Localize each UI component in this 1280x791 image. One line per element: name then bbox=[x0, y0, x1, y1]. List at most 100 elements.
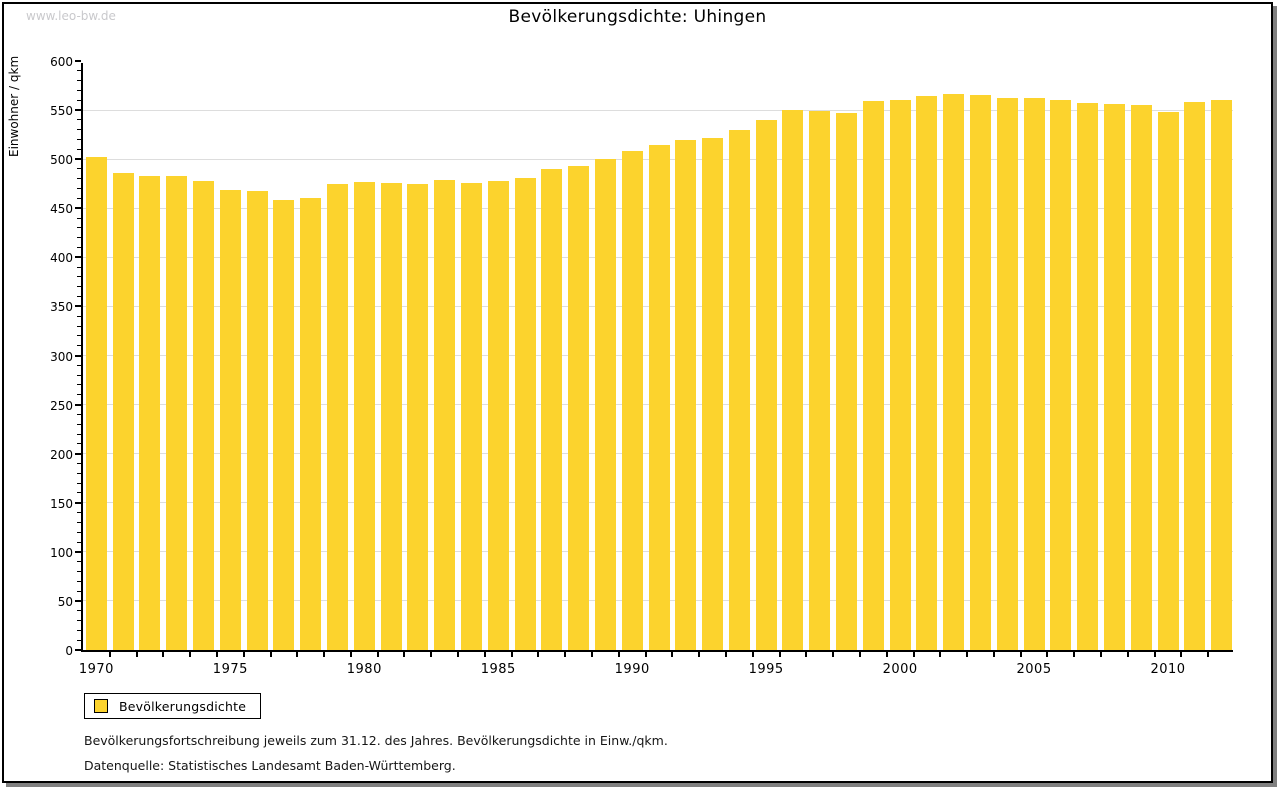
y-axis-minor-tick bbox=[77, 570, 81, 572]
bar bbox=[568, 166, 590, 650]
x-axis-tick bbox=[189, 652, 192, 657]
x-axis-tick-label: 1995 bbox=[748, 662, 784, 677]
y-axis-major-tick bbox=[75, 599, 81, 602]
bar bbox=[219, 189, 241, 650]
y-axis-minor-tick bbox=[77, 325, 81, 327]
bar bbox=[514, 177, 536, 650]
x-axis-tick bbox=[135, 652, 138, 657]
y-axis-minor-tick bbox=[77, 315, 81, 317]
bar bbox=[943, 94, 965, 650]
y-axis-minor-tick bbox=[77, 374, 81, 376]
legend-label: Bevölkerungsdichte bbox=[119, 698, 247, 714]
x-axis-tick bbox=[1019, 652, 1022, 657]
y-axis-major-tick bbox=[75, 403, 81, 406]
y-axis-minor-tick bbox=[77, 89, 81, 91]
x-axis-tick bbox=[671, 652, 674, 657]
bar bbox=[273, 200, 295, 650]
y-axis-minor-tick bbox=[77, 119, 81, 121]
x-axis-tick bbox=[992, 652, 995, 657]
y-axis-minor-tick bbox=[77, 168, 81, 170]
y-axis-major-tick bbox=[75, 354, 81, 357]
y-axis-minor-tick bbox=[77, 620, 81, 622]
y-axis-minor-tick bbox=[77, 580, 81, 582]
bar bbox=[541, 168, 563, 650]
gridline bbox=[83, 109, 1233, 111]
x-axis-tick bbox=[617, 652, 620, 657]
y-axis-minor-tick bbox=[77, 462, 81, 464]
x-axis-tick bbox=[1126, 652, 1129, 657]
y-axis-tick-label: 450 bbox=[50, 202, 73, 217]
y-axis-minor-tick bbox=[77, 590, 81, 592]
x-axis-tick bbox=[1046, 652, 1049, 657]
bar bbox=[889, 100, 911, 650]
y-axis-minor-tick bbox=[77, 629, 81, 631]
bar bbox=[862, 101, 884, 650]
x-axis-tick bbox=[296, 652, 299, 657]
y-axis-title: Einwohner / qkm bbox=[7, 55, 21, 157]
x-axis-tick bbox=[778, 652, 781, 657]
y-axis-minor-tick bbox=[77, 610, 81, 612]
bar bbox=[809, 111, 831, 650]
y-axis-minor-tick bbox=[77, 247, 81, 249]
x-axis-tick-label: 1990 bbox=[614, 662, 650, 677]
y-axis-tick-label: 550 bbox=[50, 104, 73, 119]
y-axis-minor-tick bbox=[77, 394, 81, 396]
x-axis-tick bbox=[1207, 652, 1210, 657]
x-axis-tick bbox=[215, 652, 218, 657]
bar bbox=[166, 175, 188, 650]
x-axis-tick bbox=[108, 652, 111, 657]
legend: Bevölkerungsdichte bbox=[84, 693, 262, 719]
y-axis-minor-tick bbox=[77, 296, 81, 298]
y-axis-tick-label: 150 bbox=[50, 496, 73, 511]
y-axis-minor-tick bbox=[77, 512, 81, 514]
bar bbox=[916, 96, 938, 650]
y-axis-tick-label: 400 bbox=[50, 251, 73, 266]
bar bbox=[1157, 112, 1179, 650]
y-axis-tick-label: 500 bbox=[50, 153, 73, 168]
x-axis-tick bbox=[483, 652, 486, 657]
y-axis-major-tick bbox=[75, 452, 81, 455]
y-axis-minor-tick bbox=[77, 237, 81, 239]
y-axis-minor-tick bbox=[77, 335, 81, 337]
chart-title: Bevölkerungsdichte: Uhingen bbox=[508, 7, 767, 27]
bar bbox=[782, 110, 804, 650]
watermark-text: www.leo-bw.de bbox=[26, 9, 116, 23]
y-axis-major-tick bbox=[75, 550, 81, 553]
y-axis-major-tick bbox=[75, 649, 81, 651]
legend-swatch-icon bbox=[94, 699, 108, 713]
x-axis-tick bbox=[966, 652, 969, 657]
x-axis-tick bbox=[403, 652, 406, 657]
bar bbox=[621, 151, 643, 650]
y-axis-minor-tick bbox=[77, 129, 81, 131]
y-axis-minor-tick bbox=[77, 482, 81, 484]
x-axis-tick-label: 1985 bbox=[480, 662, 516, 677]
y-axis-minor-tick bbox=[77, 541, 81, 543]
x-axis-tick bbox=[323, 652, 326, 657]
y-axis-major-tick bbox=[75, 158, 81, 161]
y-axis-tick-label: 50 bbox=[57, 594, 73, 609]
x-axis-tick bbox=[751, 652, 754, 657]
y-axis-tick-label: 600 bbox=[50, 55, 73, 69]
y-axis-minor-tick bbox=[77, 276, 81, 278]
y-axis-minor-tick bbox=[77, 99, 81, 101]
bar bbox=[246, 190, 268, 650]
y-axis-major-tick bbox=[75, 305, 81, 308]
bar bbox=[755, 119, 777, 650]
x-axis-tick bbox=[1153, 652, 1156, 657]
y-axis-minor-tick bbox=[77, 139, 81, 141]
bar bbox=[969, 95, 991, 650]
x-axis-tick bbox=[1100, 652, 1103, 657]
x-axis-tick bbox=[1073, 652, 1076, 657]
y-axis-minor-tick bbox=[77, 227, 81, 229]
y-axis-minor-tick bbox=[77, 266, 81, 268]
x-axis-tick bbox=[805, 652, 808, 657]
x-axis-tick bbox=[1180, 652, 1183, 657]
y-axis-minor-tick bbox=[77, 423, 81, 425]
y-axis-tick-label: 0 bbox=[65, 644, 73, 658]
bar bbox=[380, 182, 402, 650]
bar bbox=[353, 181, 375, 650]
y-axis-minor-tick bbox=[77, 364, 81, 366]
y-axis-major-tick bbox=[75, 207, 81, 210]
x-axis-tick-label: 1975 bbox=[212, 662, 248, 677]
